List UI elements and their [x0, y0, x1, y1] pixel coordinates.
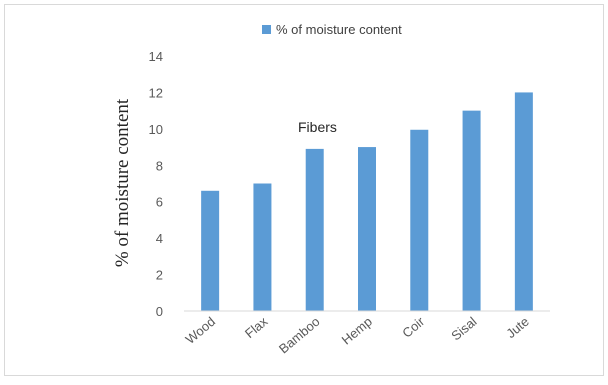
- y-tick-label: 0: [156, 304, 163, 319]
- chart-annotation: Fibers: [298, 119, 337, 135]
- bar: [253, 183, 272, 311]
- x-tick-label: Sisal: [448, 314, 479, 344]
- bar: [201, 190, 220, 311]
- y-tick-label: 12: [149, 85, 163, 100]
- y-tick-label: 2: [156, 268, 163, 283]
- x-ticks: Wood Flax Bamboo Hemp Coir Sisal Jute: [183, 313, 532, 356]
- y-tick-label: 8: [156, 158, 163, 173]
- bars: [201, 92, 533, 312]
- legend-label: % of moisture content: [276, 22, 402, 37]
- y-tick-label: 10: [149, 122, 163, 137]
- x-tick-label: Coir: [399, 313, 427, 340]
- bar: [462, 110, 481, 312]
- y-tick-label: 14: [149, 49, 163, 64]
- y-tick-label: 6: [156, 195, 163, 210]
- bar: [305, 148, 324, 311]
- legend-swatch: [262, 25, 271, 34]
- bar: [410, 129, 429, 311]
- chart-frame: [4, 4, 604, 376]
- x-tick-label: Flax: [242, 313, 271, 341]
- y-tick-label: 4: [156, 231, 163, 246]
- bar: [514, 92, 533, 311]
- legend: % of moisture content: [262, 22, 402, 37]
- x-tick-label: Jute: [503, 314, 531, 341]
- x-tick-label: Wood: [183, 314, 218, 347]
- y-ticks: 0 2 4 6 8 10 12 14: [149, 49, 163, 319]
- x-tick-label: Hemp: [339, 314, 375, 348]
- x-tick-label: Bamboo: [276, 314, 323, 357]
- y-axis-label: % of moisture content: [112, 98, 133, 267]
- bar: [358, 147, 376, 311]
